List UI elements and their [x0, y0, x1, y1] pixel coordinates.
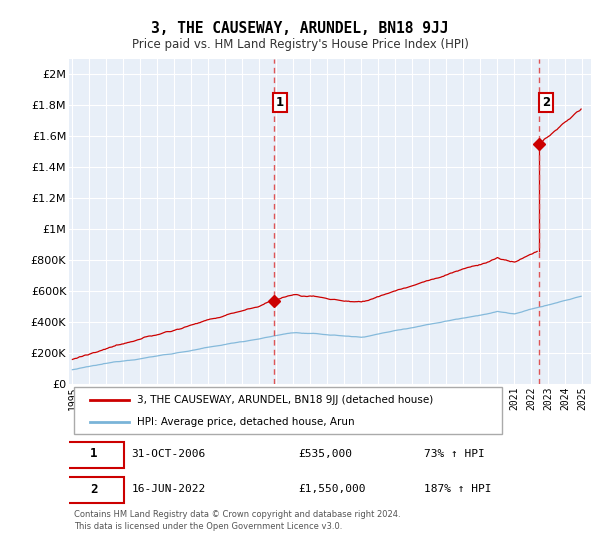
FancyBboxPatch shape: [64, 478, 124, 503]
Text: 1: 1: [276, 96, 284, 109]
Text: 3, THE CAUSEWAY, ARUNDEL, BN18 9JJ (detached house): 3, THE CAUSEWAY, ARUNDEL, BN18 9JJ (deta…: [137, 395, 433, 404]
Text: Contains HM Land Registry data © Crown copyright and database right 2024.
This d: Contains HM Land Registry data © Crown c…: [74, 510, 401, 531]
Text: 3, THE CAUSEWAY, ARUNDEL, BN18 9JJ: 3, THE CAUSEWAY, ARUNDEL, BN18 9JJ: [151, 21, 449, 36]
Text: 1: 1: [91, 447, 98, 460]
Text: £1,550,000: £1,550,000: [299, 484, 366, 494]
Text: 31-OCT-2006: 31-OCT-2006: [131, 449, 206, 459]
FancyBboxPatch shape: [74, 388, 502, 434]
Text: 2: 2: [91, 483, 98, 496]
Text: £535,000: £535,000: [299, 449, 353, 459]
Text: 2: 2: [542, 96, 550, 109]
Text: HPI: Average price, detached house, Arun: HPI: Average price, detached house, Arun: [137, 417, 355, 427]
Text: 187% ↑ HPI: 187% ↑ HPI: [424, 484, 491, 494]
Text: 16-JUN-2022: 16-JUN-2022: [131, 484, 206, 494]
FancyBboxPatch shape: [64, 442, 124, 468]
Text: Price paid vs. HM Land Registry's House Price Index (HPI): Price paid vs. HM Land Registry's House …: [131, 38, 469, 50]
Text: 73% ↑ HPI: 73% ↑ HPI: [424, 449, 485, 459]
